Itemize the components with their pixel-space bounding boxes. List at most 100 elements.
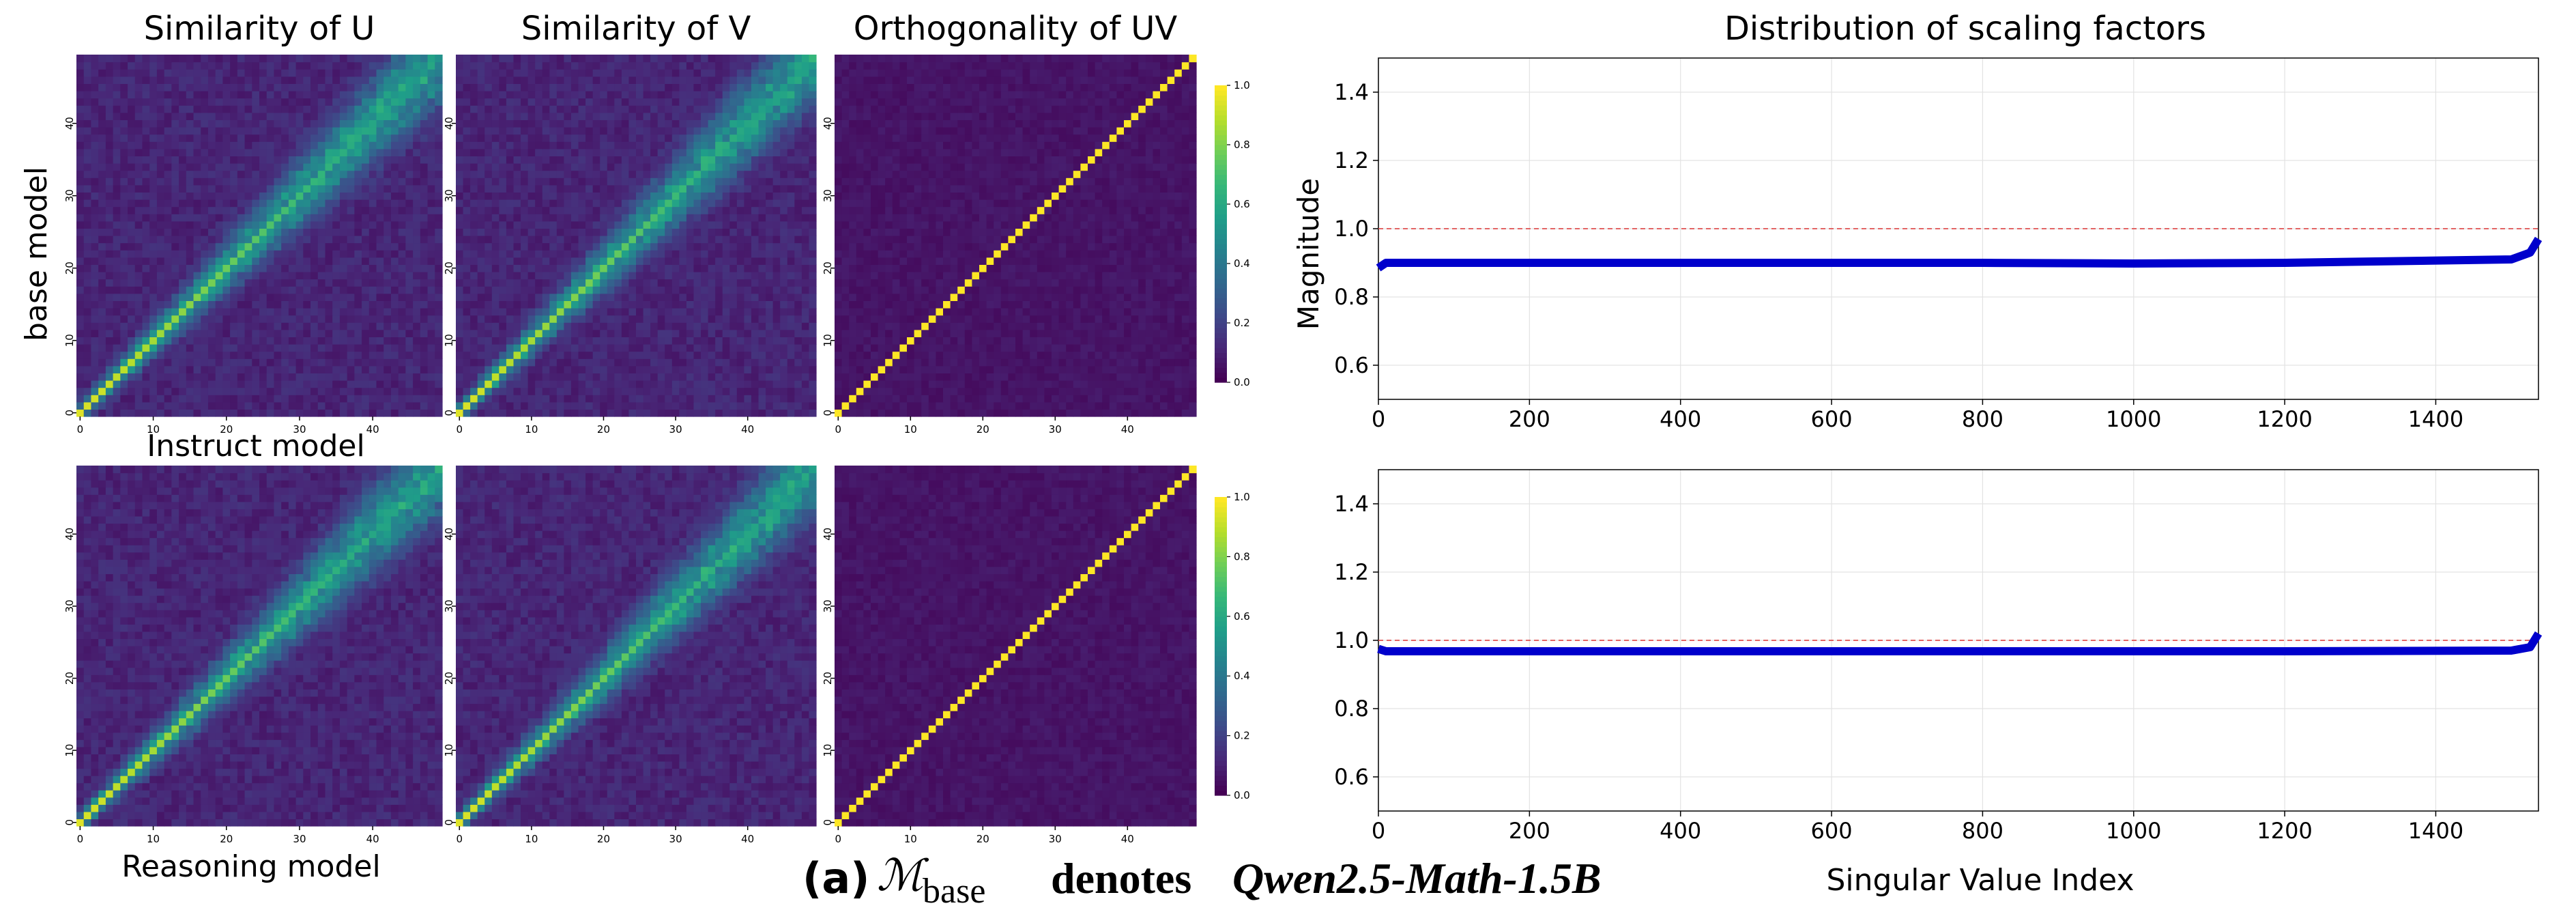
heatmap-y-tick-label: 20 (443, 261, 455, 274)
y-tick-label: 0.6 (1334, 352, 1369, 378)
heatmap-x-tick-label: 30 (293, 833, 306, 845)
heatmap-y-tick-label: 10 (443, 744, 455, 757)
colorbar-1: 0.0 0.2 0.4 0.6 0.8 1.0 (1215, 491, 1250, 801)
heatmap-title: Orthogonality of UV (854, 10, 1178, 48)
colorbar-tick-label: 0.8 (1234, 550, 1250, 563)
heatmap-x-tick-label: 30 (669, 423, 682, 436)
heatmap-row-label-instruct: Instruct model (147, 429, 364, 464)
heatmap-x-tick-label: 0 (835, 833, 842, 845)
x-tick-label: 800 (1962, 818, 2003, 844)
colorbar-tick-label: 1.0 (1234, 79, 1250, 91)
y-tick-label: 1.0 (1334, 627, 1369, 653)
heatmap-x-tick-label: 10 (525, 833, 538, 845)
caption-model: Qwen2.5-Math-1.5B (1232, 854, 1602, 902)
colorbar-tick-label: 0.6 (1234, 198, 1250, 210)
y-tick-label: 1.4 (1334, 491, 1369, 517)
colorbar-tick-label: 0.8 (1234, 139, 1250, 151)
heatmap-y-tick-label: 0 (63, 410, 76, 416)
scaling-series-line (1376, 236, 2543, 272)
x-tick-label: 600 (1811, 406, 1853, 432)
x-tick-label: 600 (1811, 818, 1853, 844)
x-tick-label: 0 (1372, 818, 1385, 844)
heatmap-y-tick-label: 0 (822, 819, 834, 826)
colorbar-0: 0.0 0.2 0.4 0.6 0.8 1.0 (1215, 79, 1250, 388)
heatmap-y-tick-label: 0 (443, 410, 455, 416)
colorbar-tick-label: 0.2 (1234, 317, 1250, 329)
heatmap-y-tick-label: 30 (443, 189, 455, 202)
x-tick-label: 200 (1509, 818, 1550, 844)
colorbar-tick-label: 0.2 (1234, 730, 1250, 742)
figure-caption: (a) ℳ base denotes Qwen2.5-Math-1.5B (802, 851, 1602, 910)
heatmap-y-tick-label: 20 (63, 672, 76, 685)
heatmap-x-tick-label: 40 (366, 833, 379, 845)
heatmap-title: Similarity of U (144, 10, 375, 48)
heatmap-x-tick-label: 0 (457, 423, 463, 436)
heatmap-x-tick-label: 30 (293, 423, 306, 436)
heatmap-y-tick-label: 0 (63, 819, 76, 826)
heatmap-y-tick-label: 30 (63, 599, 76, 612)
heatmap-x-tick-label: 30 (1049, 423, 1062, 436)
heatmap-x-tick-label: 10 (904, 423, 917, 436)
heatmap-y-tick-label: 0 (443, 819, 455, 826)
heatmap-x-tick-label: 20 (976, 833, 989, 845)
scaling-series-line (1377, 631, 2543, 655)
heatmap-x-tick-label: 20 (976, 423, 989, 436)
x-tick-label: 200 (1509, 406, 1550, 432)
heatmap-x-tick-label: 10 (147, 833, 160, 845)
heatmap-y-tick-label: 30 (822, 189, 834, 202)
heatmap-y-tick-label: 30 (443, 599, 455, 612)
heatmap-y-tick-label: 40 (822, 528, 834, 541)
heatmap-y-tick-label: 40 (443, 117, 455, 130)
heatmap-row-label-base: base model (19, 167, 54, 341)
heatmap-y-tick-label: 20 (822, 672, 834, 685)
y-tick-label: 0.6 (1334, 764, 1369, 790)
y-tick-label: 1.4 (1334, 79, 1369, 105)
heatmap-y-tick-label: 10 (443, 334, 455, 347)
heatmap-y-tick-label: 30 (822, 599, 834, 612)
caption-prefix: (a) (802, 853, 870, 903)
colorbar-tick-label: 0.4 (1234, 670, 1250, 682)
scaling-factors-panel: 0 200 400 600 800 1000 1200 1400 0.6 0.8 1.0 1.2 1.4… (1334, 57, 2543, 844)
heatmap-y-tick-label: 0 (822, 410, 834, 416)
heatmap-x-tick-label: 30 (669, 833, 682, 845)
heatmap-x-tick-label: 40 (1121, 833, 1134, 845)
scaling-y-label: Magnitude (1292, 178, 1325, 330)
heatmap-x-tick-label: 40 (741, 833, 754, 845)
heatmap-4: 00 10 10 20 20 30 30 40 40 (443, 466, 817, 845)
x-tick-label: 400 (1660, 818, 1701, 844)
x-tick-label: 1400 (2408, 818, 2463, 844)
colorbar-tick-label: 0.6 (1234, 610, 1250, 623)
colorbar-tick-label: 1.0 (1234, 491, 1250, 503)
heatmap-y-tick-label: 20 (443, 672, 455, 685)
colorbar-tick-label: 0.0 (1234, 376, 1250, 388)
heatmap-y-tick-label: 40 (822, 117, 834, 130)
heatmap-x-tick-label: 40 (1121, 423, 1134, 436)
heatmap-x-tick-label: 20 (597, 423, 610, 436)
scaling-panel-1: 0 200 400 600 800 1000 1200 1400 0.6 0.8 1.0 1.2 1.4 (1334, 469, 2543, 844)
heatmap-0: 0 0 10 10 20 20 30 30 40 40 Similarity of U (63, 10, 443, 436)
x-tick-label: 1000 (2106, 406, 2161, 432)
colorbars: 0.0 0.2 0.4 0.6 0.8 1.0 0.0 0.2 0.4 0.6 0.8 1.0 (1215, 79, 1250, 801)
scaling-panel-0: 0 200 400 600 800 1000 1200 1400 0.6 0.8 1.0 1.2 1.4 (1334, 57, 2543, 432)
y-tick-label: 0.8 (1334, 696, 1369, 722)
x-tick-label: 400 (1660, 406, 1701, 432)
caption-math-m: ℳ (877, 851, 929, 900)
heatmap-x-tick-label: 10 (147, 423, 160, 436)
y-tick-label: 0.8 (1334, 284, 1369, 310)
colorbar-tick-label: 0.0 (1234, 789, 1250, 801)
heatmap-x-label: Reasoning model (121, 849, 380, 884)
heatmap-y-tick-label: 20 (63, 261, 76, 274)
heatmap-y-tick-label: 40 (63, 117, 76, 130)
heatmap-y-tick-label: 40 (443, 528, 455, 541)
heatmap-x-tick-label: 0 (77, 833, 84, 845)
heatmap-x-tick-label: 0 (457, 833, 463, 845)
heatmap-x-tick-label: 10 (904, 833, 917, 845)
x-tick-label: 1400 (2408, 406, 2463, 432)
caption-middle: denotes (1051, 854, 1191, 902)
y-tick-label: 1.0 (1334, 216, 1369, 242)
scaling-x-label: Singular Value Index (1826, 863, 2134, 898)
x-tick-label: 800 (1962, 406, 2003, 432)
heatmap-y-tick-label: 10 (63, 744, 76, 757)
